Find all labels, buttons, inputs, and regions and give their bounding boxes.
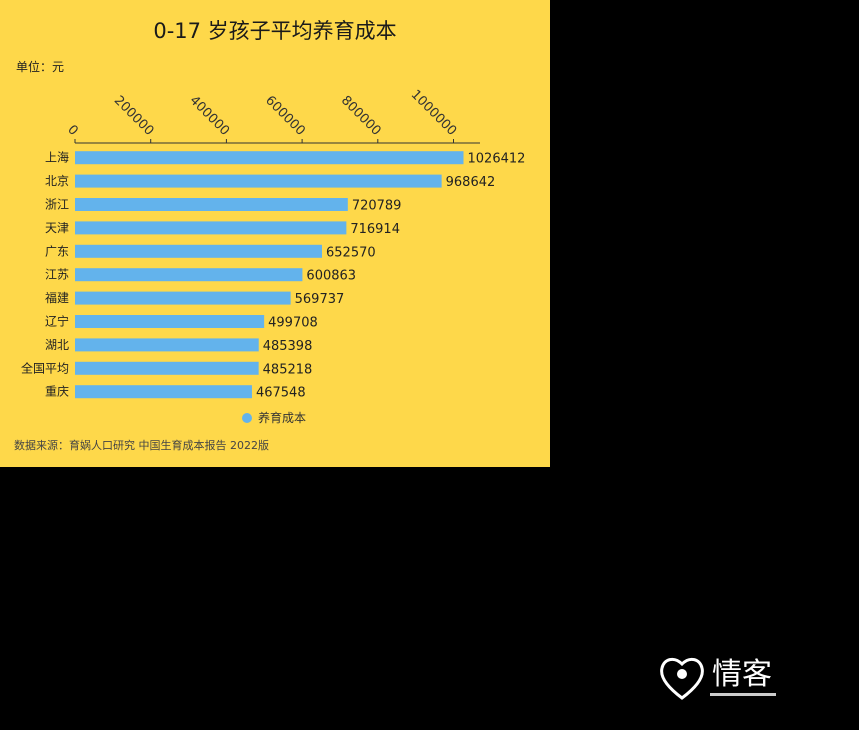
watermark: 情客: [658, 648, 788, 708]
category-label: 重庆: [45, 385, 69, 399]
bar: [75, 385, 252, 399]
bar: [75, 291, 291, 305]
category-label: 浙江: [45, 198, 69, 212]
legend-label: 养育成本: [258, 410, 306, 425]
value-label: 720789: [352, 199, 402, 214]
watermark-text: 情客: [712, 657, 772, 692]
category-label: 江苏: [45, 268, 69, 282]
value-label: 467548: [256, 386, 306, 401]
watermark-graphic: 情客: [660, 657, 776, 700]
chart-card: 0-17 岁孩子平均养育成本 单位：元 0 200000 400000 600000 8…: [0, 0, 550, 467]
chart-title: 0-17 岁孩子平均养育成本: [153, 19, 396, 43]
bar: [75, 315, 265, 328]
bar: [75, 174, 442, 188]
bar: [75, 268, 303, 282]
bar: [75, 198, 348, 211]
category-label: 广东: [45, 244, 69, 258]
value-label: 652570: [326, 245, 376, 260]
x-tick-label: 800000: [338, 93, 384, 139]
unit-label: 单位：元: [16, 59, 64, 74]
value-label: 968642: [446, 175, 496, 190]
heart-logo-icon: [660, 657, 704, 700]
category-label: 上海: [45, 150, 69, 165]
category-label: 湖北: [45, 337, 69, 352]
watermark-underline: [710, 693, 776, 696]
source-note: 数据来源：育娲人口研究 中国生育成本报告 2022版: [14, 438, 269, 452]
category-label: 福建: [45, 290, 69, 305]
legend: 养育成本: [242, 410, 306, 425]
bar-chart: 0-17 岁孩子平均养育成本 单位：元 0 200000 400000 600000 8…: [14, 19, 526, 452]
value-label: 485398: [263, 339, 313, 354]
bar: [75, 361, 259, 375]
value-label: 1026412: [468, 152, 526, 167]
x-tick-label: 400000: [186, 93, 232, 139]
bar: [75, 338, 259, 352]
value-label: 569737: [295, 292, 345, 307]
x-tick-label: 0: [64, 122, 80, 138]
category-label: 辽宁: [45, 314, 69, 329]
category-label: 北京: [45, 174, 69, 188]
category-label: 全国平均: [21, 360, 69, 375]
x-tick-label: 600000: [262, 93, 308, 139]
value-label: 716914: [350, 222, 400, 237]
value-label: 485218: [263, 362, 313, 377]
value-label: 600863: [306, 269, 356, 284]
x-tick-label: 200000: [111, 93, 157, 139]
bar: [75, 151, 464, 165]
bar: [75, 221, 347, 235]
legend-marker: [242, 413, 252, 423]
bar: [75, 244, 323, 258]
category-label: 天津: [45, 221, 69, 235]
value-label: 499708: [268, 316, 318, 331]
x-tick-label: 1000000: [408, 87, 460, 139]
